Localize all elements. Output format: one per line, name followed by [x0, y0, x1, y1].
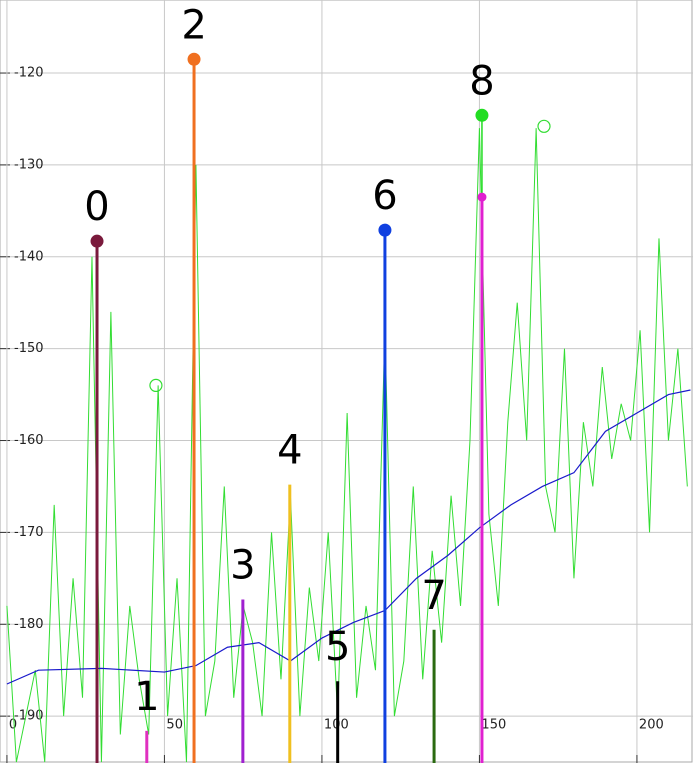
series-line — [6, 128, 688, 763]
y-tick-label: -180 — [14, 617, 44, 632]
marker-label: 6 — [372, 173, 397, 219]
y-tick-label: -140 — [14, 249, 44, 264]
marker-label: 2 — [181, 2, 206, 48]
marker-label: 5 — [325, 624, 350, 670]
x-tick-label: 0 — [9, 718, 17, 733]
stem-marker — [475, 108, 489, 122]
marker-label: 3 — [230, 542, 255, 588]
stem-marker — [378, 223, 392, 237]
y-tick-label: -160 — [14, 433, 44, 448]
open-peak — [537, 119, 551, 133]
marker-label: 0 — [84, 184, 109, 230]
y-tick-label: -170 — [14, 525, 44, 540]
x-tick-label: 200 — [639, 718, 664, 733]
y-tick-label: -130 — [14, 157, 44, 172]
marker-label: 4 — [277, 428, 302, 474]
x-tick-label: 50 — [166, 718, 183, 733]
marker-label: 7 — [421, 573, 446, 619]
y-tick-label: -190 — [14, 709, 44, 724]
stem-marker — [187, 52, 201, 66]
marker-label: 1 — [134, 674, 159, 720]
stem-marker — [90, 234, 104, 248]
stem-dot — [477, 192, 487, 202]
open-peak — [149, 378, 163, 393]
y-tick-label: -120 — [14, 66, 44, 81]
marker-label: 8 — [469, 58, 494, 104]
x-tick-label: 150 — [481, 718, 506, 733]
y-tick-label: -150 — [14, 341, 44, 356]
